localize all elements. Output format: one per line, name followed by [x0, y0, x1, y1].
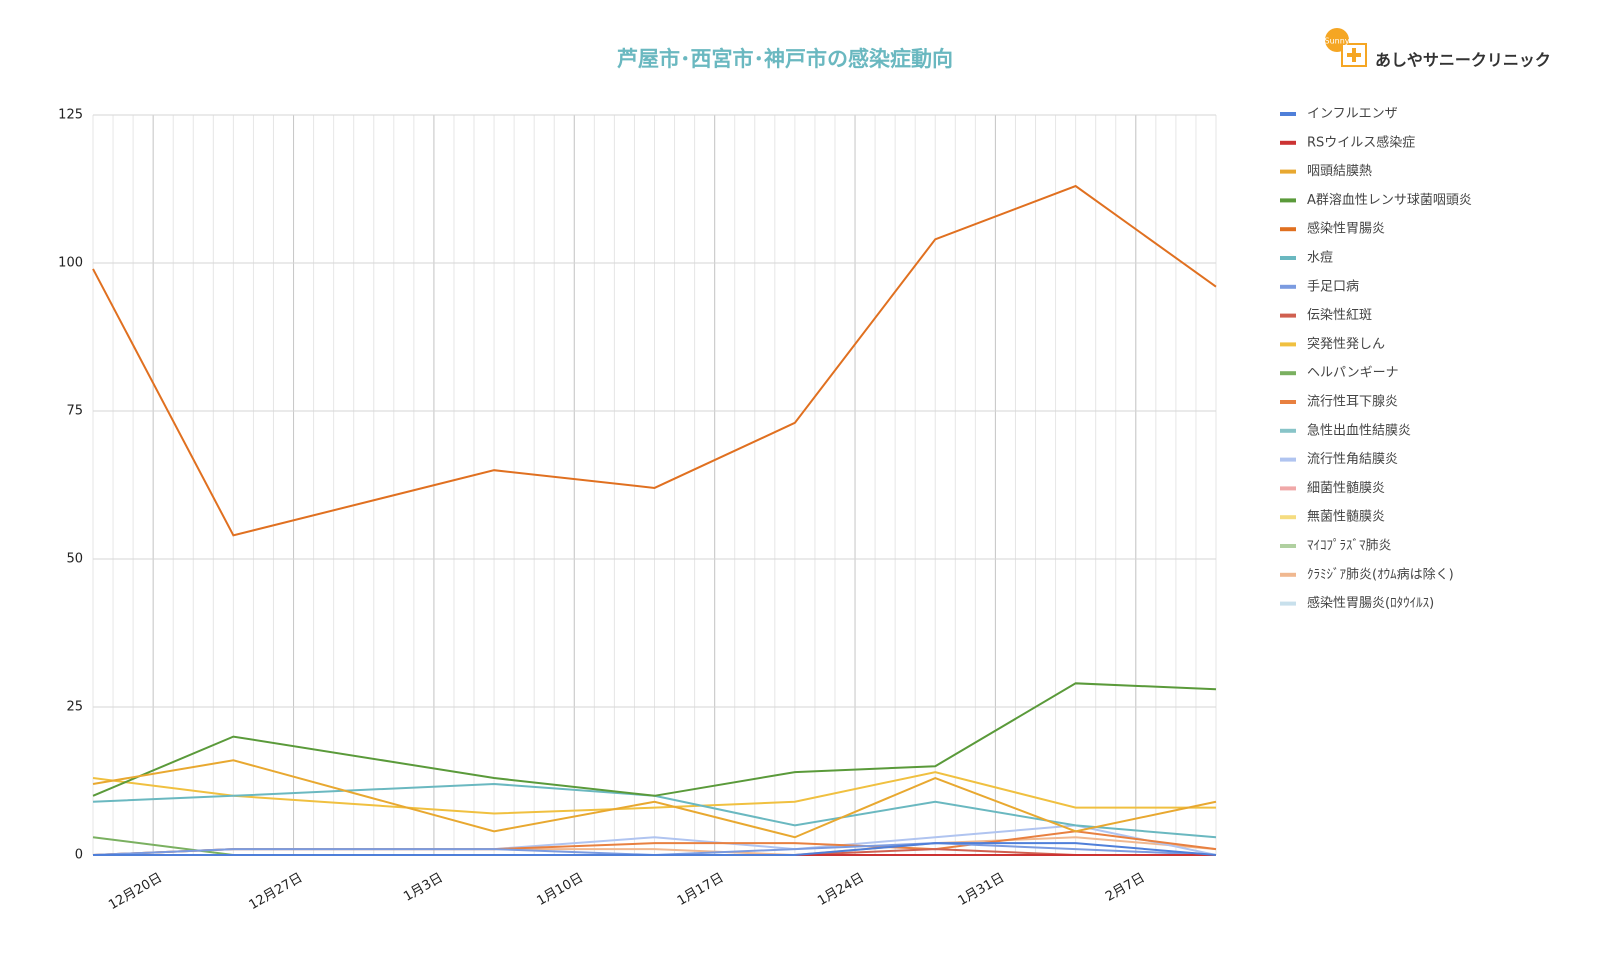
x-tick-label: 1月31日 [956, 871, 1008, 909]
x-tick-label: 1月3日 [401, 871, 445, 905]
grid [92, 114, 1217, 856]
legend-label: A群溶血性レンサ球菌咽頭炎 [1307, 193, 1472, 208]
legend-label: 流行性耳下腺炎 [1307, 395, 1398, 410]
y-tick-label: 0 [75, 848, 83, 863]
x-tick-label: 1月17日 [675, 871, 727, 909]
logo-text: あしやサニークリニック [1375, 51, 1551, 70]
legend-label: 手足口病 [1307, 279, 1359, 294]
y-tick-label: 125 [58, 108, 83, 123]
x-tick-label: 12月27日 [247, 871, 306, 914]
x-tick-label: 12月20日 [106, 871, 165, 914]
legend-label: 流行性角結膜炎 [1307, 452, 1398, 467]
legend-label: 伝染性紅斑 [1307, 308, 1372, 323]
y-tick-label: 50 [66, 552, 83, 567]
y-tick-label: 25 [66, 700, 83, 715]
logo-cross [1347, 48, 1361, 62]
legend-label: 感染性胃腸炎(ﾛﾀｳｲﾙｽ) [1307, 595, 1434, 611]
y-tick-label: 75 [66, 404, 83, 419]
x-tick-label: 1月10日 [535, 871, 587, 909]
legend-label: インフルエンザ [1307, 107, 1398, 122]
legend-label: 水痘 [1307, 251, 1333, 266]
y-tick-label: 100 [58, 256, 83, 271]
legend-label: 感染性胃腸炎 [1307, 221, 1385, 237]
x-tick-label: 1月24日 [815, 871, 867, 909]
legend-label: RSウイルス感染症 [1307, 134, 1415, 150]
legend-label: 咽頭結膜熱 [1307, 164, 1372, 179]
legend-label: 突発性発しん [1307, 336, 1385, 352]
series-line [92, 771, 1216, 815]
legend-label: 細菌性髄膜炎 [1307, 481, 1385, 496]
x-tick-label: 2月7日 [1103, 871, 1147, 905]
legend-label: ﾏｲｺﾌﾟﾗｽﾞﾏ肺炎 [1307, 539, 1392, 554]
series-line [92, 759, 1217, 839]
chart-title: 芦屋市･西宮市･神戸市の感染症動向 [617, 47, 953, 71]
logo: Sunny あしやサニークリニック [1324, 28, 1551, 70]
logo-badge: Sunny [1324, 37, 1349, 46]
legend-label: ヘルパンギーナ [1307, 366, 1399, 381]
series-line [92, 842, 1217, 857]
series-line [92, 184, 1217, 537]
legend-label: 無菌性髄膜炎 [1307, 510, 1385, 525]
series-line [93, 842, 1217, 856]
legend-label: ｸﾗﾐｼﾞｱ肺炎(ｵｳﾑ病は除く) [1307, 567, 1454, 582]
series-line [92, 682, 1217, 797]
legend-label: 急性出血性結膜炎 [1307, 423, 1411, 438]
